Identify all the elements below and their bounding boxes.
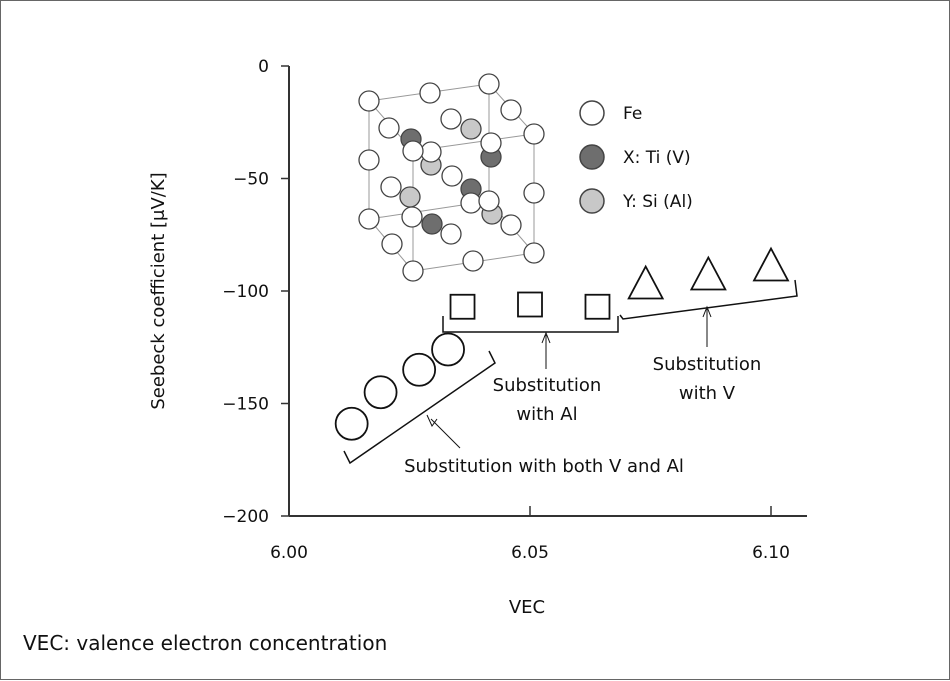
x-axis-title: VEC [509,597,545,618]
atom [402,260,424,282]
annotation-text: Substitution with both V and Al [404,456,684,477]
arrow-v-al [430,418,461,449]
atom [478,73,500,95]
y-axis-title: Seebeck coefficient [μV/K] [148,172,169,409]
x-tick-label: 6.10 [752,543,790,563]
atom [480,132,502,154]
atom [421,213,443,235]
legend-marker [579,100,605,126]
legend-marker [579,144,605,170]
y-tick-label: −150 [222,395,269,415]
y-tick-label: −100 [222,282,269,302]
y-tick-label: −200 [222,507,269,527]
annotation-text: Substitution [653,354,762,375]
atom [358,149,380,171]
atom [441,165,463,187]
arrow-head [426,414,438,427]
legend-marker [579,188,605,214]
arrow-head [702,305,712,318]
legend-label: Fe [623,104,642,124]
atom [378,117,400,139]
bracket-v [619,279,798,320]
atom [462,250,484,272]
atom [401,206,423,228]
x-tick-label: 6.00 [270,543,308,563]
atom [500,214,522,236]
annotation-text: with V [679,383,736,404]
atom [440,223,462,245]
arrow-head [541,331,551,344]
atom [460,192,482,214]
y-tick-label: −50 [233,170,269,190]
atom [358,90,380,112]
atom [419,82,441,104]
atom [523,123,545,145]
data-marks [334,246,790,441]
data-point-triangle [627,264,665,300]
atom [380,176,402,198]
atom [440,108,462,130]
annotation-text: with Al [516,404,577,425]
atom [399,186,421,208]
bracket-v-al [343,350,496,465]
data-point-square [584,293,611,320]
annotation-brackets [343,279,798,465]
bracket-al [442,316,619,333]
atom [381,233,403,255]
crystal-structure-illustration [358,73,545,282]
data-point-circle [363,375,398,410]
y-tick-label: 0 [258,57,269,77]
atom [420,141,442,163]
atom [460,118,482,140]
annotations: Substitution with both V and Al Substitut… [404,354,761,477]
legend-label: Y: Si (Al) [622,192,693,212]
annotation-text: Substitution [493,375,602,396]
data-point-square [449,293,476,320]
footnote: VEC: valence electron concentration [23,631,388,655]
atom [523,182,545,204]
atom [478,190,500,212]
x-tick-label: 6.05 [511,543,549,563]
data-point-circle [334,406,369,441]
atom [358,208,380,230]
atom [523,242,545,264]
data-point-circle [402,352,437,387]
data-point-triangle [752,246,790,282]
atom [402,140,424,162]
data-point-circle [431,332,465,367]
data-point-square [517,291,543,318]
legend-label: X: Ti (V) [623,148,691,168]
legend: Fe X: Ti (V) Y: Si (Al) [579,100,693,214]
data-point-triangle [689,255,727,291]
atom [500,99,522,121]
